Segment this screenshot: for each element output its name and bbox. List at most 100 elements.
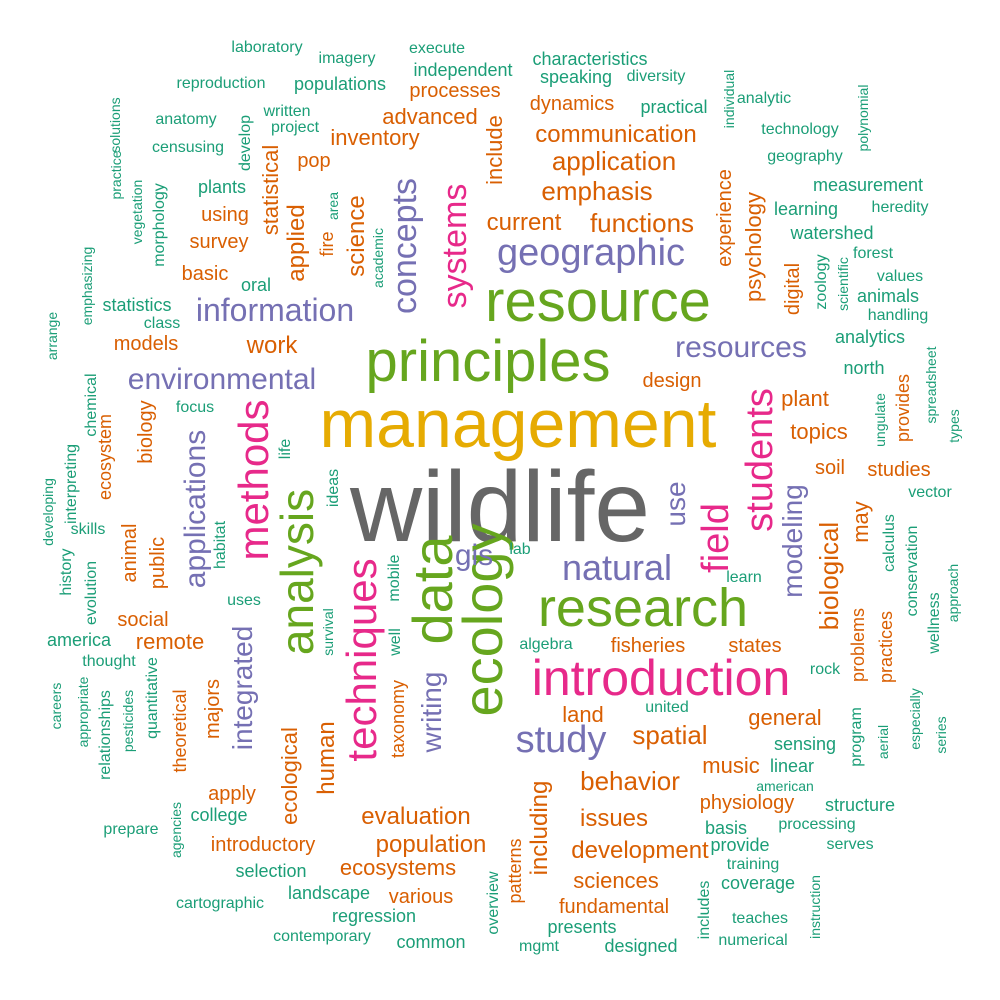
word-designed: designed [604,936,678,956]
word-including: including [526,780,553,876]
word-processing: processing [778,816,856,833]
word-analytic: analytic [736,90,792,107]
word-wildlife: wildlife [349,451,651,563]
word-functions: functions [589,208,695,238]
word-technology: technology [761,121,839,138]
word-types: types [946,409,962,443]
word-presents: presents [547,917,617,937]
word-oral: oral [240,275,272,295]
word-overview: overview [485,871,502,935]
word-natural: natural [561,547,673,588]
word-ecological: ecological [277,727,302,825]
word-studies: studies [867,459,931,481]
word-develop: develop [237,114,254,172]
word-prepare: prepare [103,821,159,838]
word-relationships: relationships [97,690,114,780]
word-introduction: introduction [531,650,791,706]
word-basic: basic [181,263,229,285]
word-population: population [375,831,487,858]
word-taxonomy: taxonomy [388,679,408,759]
word-linear: linear [769,756,815,776]
word-basis: basis [704,818,748,838]
word-ideas: ideas [325,468,342,508]
word-states: states [728,635,782,657]
word-environmental: environmental [127,363,317,396]
word-america: america [46,630,112,650]
word-evaluation: evaluation [361,803,471,830]
word-management: management [319,386,717,462]
word-academic: academic [370,228,386,288]
word-laboratory: laboratory [231,39,303,56]
word-instruction: instruction [807,875,823,939]
word-learn: learn [726,569,762,586]
word-quantitative: quantitative [144,657,161,739]
word-resources: resources [675,331,807,364]
word-emphasis: emphasis [541,176,653,206]
word-field: field [695,503,737,573]
word-development: development [571,837,709,864]
word-spreadsheet: spreadsheet [923,346,939,424]
word-current: current [486,209,562,236]
word-remote: remote [135,629,205,654]
word-reproduction: reproduction [176,75,266,92]
word-morphology: morphology [151,183,168,267]
word-forest: forest [852,245,894,262]
word-using: using [201,204,249,226]
word-conservation: conservation [904,525,921,617]
word-populations: populations [293,74,387,94]
word-music: music [702,753,760,778]
word-program: program [848,707,865,767]
word-various: various [388,886,454,908]
word-habitat: habitat [212,520,229,570]
word-experience: experience [714,169,736,267]
word-well: well [387,628,404,656]
word-college: college [190,805,248,825]
word-zoology: zoology [813,254,830,310]
word-mgmt: mgmt [519,938,559,955]
word-evolution: evolution [83,560,100,626]
word-class: class [143,315,181,332]
word-uses: uses [227,592,261,609]
word-research: research [537,578,749,638]
word-cartographic: cartographic [175,895,265,912]
word-systems: systems [436,183,474,309]
word-introductory: introductory [210,834,316,856]
word-training: training [726,856,780,873]
word-models: models [113,333,179,355]
word-especially: especially [907,688,923,750]
word-north: north [843,358,885,378]
word-life: life [277,438,294,460]
word-integrated: integrated [227,625,258,751]
word-theoretical: theoretical [170,689,190,773]
word-anatomy: anatomy [155,111,217,128]
word-vegetation: vegetation [129,179,145,245]
word-statistics: statistics [102,295,172,315]
word-sensing: sensing [773,734,837,754]
word-scientific: scientific [835,257,851,311]
word-concepts: concepts [386,177,424,315]
word-written: written [263,103,311,120]
word-science: science [343,195,370,277]
word-dynamics: dynamics [529,93,615,115]
word-watershed: watershed [790,223,874,243]
word-common: common [396,932,466,952]
word-applications: applications [179,429,212,589]
word-gis: gis [454,539,494,572]
word-apply: apply [208,783,256,805]
word-chemical: chemical [83,373,100,437]
word-approach: approach [945,563,961,623]
word-area: area [325,191,341,221]
word-pop: pop [297,150,331,172]
word-landscape: landscape [287,883,371,903]
word-information: information [195,292,355,328]
word-inventory: inventory [330,125,420,150]
word-work: work [246,332,298,359]
word-include: include [482,115,507,185]
word-practices: practices [876,610,896,684]
word-developing: developing [40,478,56,546]
word-survey: survey [189,231,249,253]
word-use: use [660,481,691,527]
word-heredity: heredity [871,199,929,216]
word-structure: structure [824,795,896,815]
